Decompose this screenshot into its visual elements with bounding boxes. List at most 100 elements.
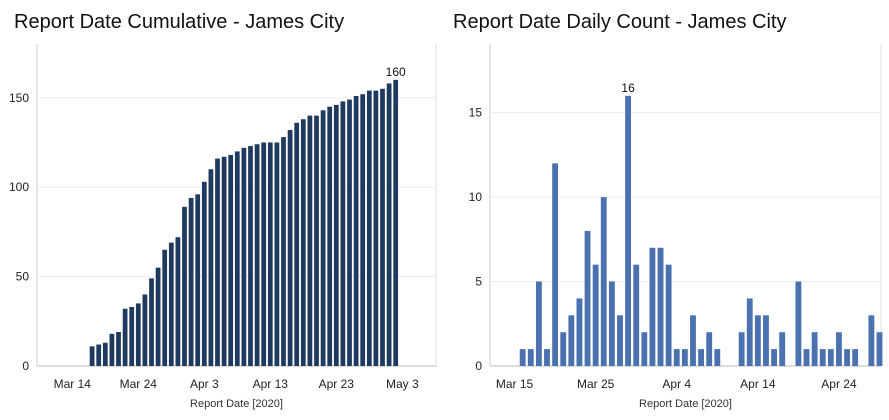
bar (135, 303, 141, 366)
bar (228, 154, 234, 366)
y-tick-label: 5 (475, 275, 482, 289)
bar (779, 332, 786, 366)
bar (208, 169, 214, 366)
bar (852, 349, 859, 366)
bar (234, 151, 240, 366)
data-label: 160 (386, 65, 406, 79)
y-tick-label: 150 (9, 91, 29, 105)
bar (584, 230, 591, 366)
bar (102, 342, 108, 366)
chart-title: Report Date Daily Count - James City (453, 11, 787, 33)
bar (188, 197, 194, 366)
x-axis-title: Report Date [2020] (639, 398, 732, 410)
bar (195, 194, 201, 366)
bar (617, 315, 623, 366)
bar (155, 267, 161, 366)
y-tick-label: 0 (475, 359, 482, 373)
bar (763, 315, 769, 366)
x-tick-label: Apr 24 (821, 377, 857, 391)
y-tick-label: 100 (9, 180, 29, 194)
bar (175, 237, 181, 366)
bar (274, 142, 280, 366)
bar (600, 197, 607, 366)
bar (386, 83, 392, 366)
bar (373, 90, 379, 367)
bar (327, 106, 333, 367)
bar (254, 144, 260, 366)
bar (811, 332, 818, 366)
bar (592, 264, 599, 366)
bar (876, 332, 883, 366)
bar (698, 349, 705, 366)
bar (300, 119, 306, 366)
bar (827, 349, 834, 366)
bar (142, 294, 148, 366)
bar (96, 344, 102, 366)
cumulative-chart-panel: Report Date Cumulative - James City 0 50 1… (9, 11, 437, 410)
bar (527, 349, 534, 366)
bar (535, 281, 542, 366)
bar (149, 278, 154, 366)
y-tick-label: 50 (16, 270, 30, 284)
bar (366, 90, 372, 367)
bar (340, 101, 346, 366)
x-tick-label: Mar 14 (54, 377, 92, 391)
bar (738, 332, 745, 366)
x-tick-label: Mar 24 (120, 377, 158, 391)
bar (519, 349, 526, 366)
bar (89, 346, 95, 366)
bar (109, 333, 115, 366)
x-axis-title: Report Date [2020] (190, 398, 283, 410)
bar (347, 99, 352, 366)
bar (267, 142, 273, 366)
bar (333, 104, 339, 366)
bar (552, 163, 559, 366)
bar (608, 281, 615, 366)
bar (681, 349, 688, 366)
bar (576, 298, 583, 366)
bar (795, 281, 802, 366)
bar (754, 315, 761, 366)
bar (544, 349, 550, 366)
bar (122, 308, 128, 366)
bar (706, 332, 713, 366)
x-tick-label: Apr 4 (662, 377, 691, 391)
chart-title: Report Date Cumulative - James City (14, 11, 345, 33)
bar (182, 206, 187, 366)
cumulative-chart-plot: 0 50 100 150 160 Mar 14 Mar 24 Apr 3 Apr 13 Apr 2… (9, 44, 437, 410)
bar (215, 158, 220, 366)
bar (360, 94, 366, 366)
bar (168, 242, 174, 366)
x-tick-label: Mar 25 (577, 377, 615, 391)
y-tick-label: 0 (22, 359, 29, 373)
bar (633, 264, 640, 366)
bar (162, 249, 168, 366)
bar (714, 349, 721, 366)
x-tick-label: Mar 15 (496, 377, 534, 391)
bar (248, 146, 253, 366)
bar (287, 129, 293, 366)
bar (294, 122, 300, 366)
x-tick-label: Apr 14 (740, 377, 776, 391)
daily-count-chart-panel: Report Date Daily Count - James City 0 5 1… (445, 0, 889, 420)
bar (819, 349, 826, 366)
bar (649, 247, 656, 366)
bar (201, 181, 207, 366)
y-tick-label: 10 (469, 190, 483, 204)
bar (393, 79, 399, 366)
bar (116, 332, 121, 366)
bar (746, 298, 753, 366)
bar (380, 88, 385, 366)
bar (307, 115, 313, 366)
bar (803, 349, 810, 366)
bar (657, 247, 664, 366)
bar (868, 315, 875, 366)
bar (129, 306, 135, 366)
bar (353, 95, 359, 366)
bar (673, 349, 680, 366)
bar (836, 332, 842, 366)
bar (771, 349, 777, 366)
x-tick-label: Apr 13 (253, 377, 289, 391)
x-tick-label: Apr 23 (319, 377, 355, 391)
